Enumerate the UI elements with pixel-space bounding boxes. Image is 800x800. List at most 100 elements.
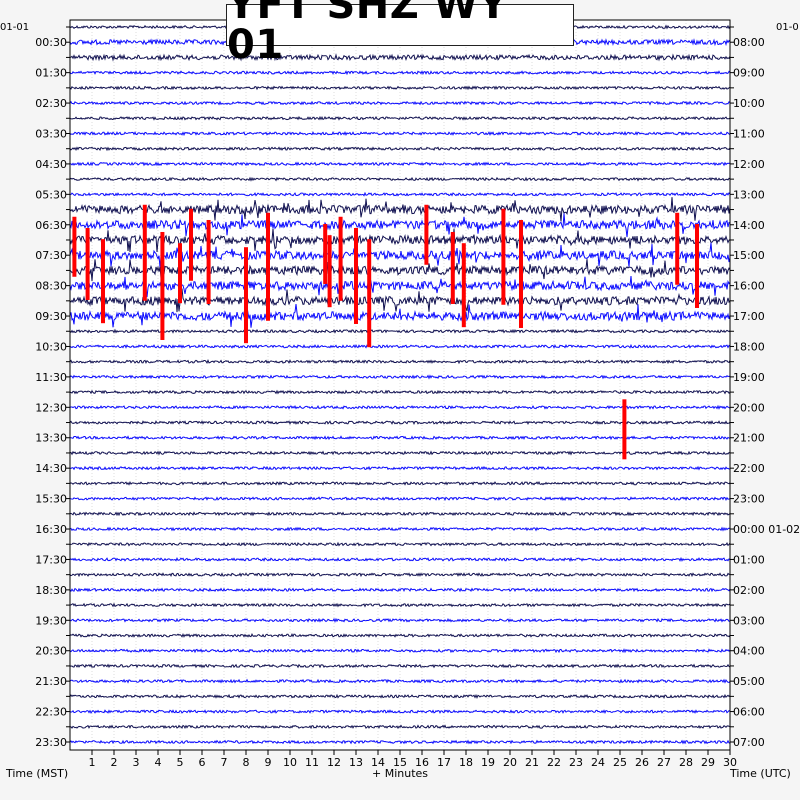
- chart-title: YFT SHZ WY 01: [227, 0, 508, 68]
- x-tick-label: 7: [221, 756, 228, 769]
- right-time-label: 03:00: [733, 614, 765, 627]
- trace-line: [69, 693, 731, 700]
- trace-line: [69, 191, 731, 197]
- trace-line: [69, 480, 731, 486]
- x-tick-label: 14: [371, 756, 385, 769]
- x-tick-label: 3: [133, 756, 140, 769]
- x-tick-label: 25: [613, 756, 627, 769]
- x-tick-label: 22: [547, 756, 561, 769]
- left-time-label: 23:30: [35, 736, 67, 749]
- left-time-label: 02:30: [35, 97, 67, 110]
- clipped-event-bar: [461, 243, 466, 328]
- trace-line: [69, 663, 731, 669]
- clipped-event-bar: [101, 239, 105, 324]
- left-time-label: 10:30: [35, 340, 67, 353]
- left-time-label: 08:30: [35, 280, 67, 293]
- left-time-label: 05:30: [35, 188, 67, 201]
- trace-line: [69, 587, 731, 593]
- left-time-label: 15:30: [35, 493, 67, 506]
- x-tick-label: 9: [265, 756, 272, 769]
- trace-line: [69, 404, 731, 410]
- right-time-label: 09:00: [733, 67, 765, 80]
- x-tick-label: 29: [701, 756, 715, 769]
- right-time-label: 13:00: [733, 188, 765, 201]
- clipped-event-bar: [675, 212, 680, 285]
- right-time-label: 14:00: [733, 219, 765, 232]
- axis-tick-labels: 1 2 3 4 5 6 7 8 9 10 11 12 13 14 15 16 17 18 19 20 21 22 23 24 2…: [35, 36, 800, 769]
- trace-line: [69, 465, 731, 471]
- left-time-label: 07:30: [35, 249, 67, 262]
- left-time-label: 21:30: [35, 675, 67, 688]
- trace-line: [69, 130, 731, 137]
- x-tick-label: 10: [283, 756, 297, 769]
- trace-line: [69, 450, 731, 456]
- left-time-label: 09:30: [35, 310, 67, 323]
- left-time-label: 20:30: [35, 645, 67, 658]
- clipped-event-bar: [424, 204, 429, 265]
- left-time-label: 17:30: [35, 553, 67, 566]
- trace-line: [69, 176, 731, 182]
- trace-line: [69, 328, 731, 334]
- trace-line: [69, 709, 731, 715]
- clipped-event-bar: [85, 227, 90, 300]
- right-time-label: 11:00: [733, 127, 765, 140]
- x-tick-label: 26: [635, 756, 649, 769]
- trace-line: [69, 526, 731, 532]
- left-time-label: 01:30: [35, 67, 67, 80]
- left-time-label: 03:30: [35, 127, 67, 140]
- trace-line: [69, 343, 731, 349]
- left-time-label: 19:30: [35, 614, 67, 627]
- title-box: YFT SHZ WY 01: [226, 0, 574, 65]
- clipped-event-bar: [501, 208, 506, 305]
- trace-line: [69, 739, 731, 745]
- trace-line: [69, 146, 731, 152]
- left-time-label: 12:30: [35, 401, 67, 414]
- trace-line: [69, 85, 731, 91]
- right-axis-title: Time (UTC): [730, 767, 791, 780]
- trace-line: [69, 197, 731, 222]
- left-axis-title: Time (MST): [6, 767, 69, 780]
- clipped-event-bar: [206, 219, 211, 304]
- right-time-label: 04:00: [733, 645, 765, 658]
- trace-line: [69, 374, 731, 380]
- trace-line: [70, 161, 731, 167]
- left-corner-date: 01-01: [0, 22, 30, 33]
- left-time-label: 00:30: [35, 36, 67, 49]
- clipped-event-bar: [72, 216, 77, 277]
- clipped-event-bar: [338, 216, 343, 301]
- trace-line: [69, 303, 731, 328]
- trace-line: [69, 213, 731, 238]
- right-time-label: 02:00: [733, 584, 765, 597]
- right-time-label: 17:00: [733, 310, 765, 323]
- x-tick-label: 20: [503, 756, 517, 769]
- clipped-event-bar: [323, 223, 328, 284]
- right-time-label: 23:00: [733, 493, 765, 506]
- trace-line: [69, 602, 731, 608]
- x-tick-label: 2: [111, 756, 118, 769]
- right-time-label: 05:00: [733, 675, 765, 688]
- x-tick-label: 16: [415, 756, 429, 769]
- clipped-event-bar: [266, 212, 270, 321]
- trace-line: [69, 115, 731, 121]
- right-time-label: 21:00: [733, 432, 765, 445]
- right-time-label: 22:00: [733, 462, 765, 475]
- x-tick-label: 1: [89, 756, 96, 769]
- x-tick-label: 8: [243, 756, 250, 769]
- trace-line: [69, 724, 730, 730]
- x-tick-label: 5: [177, 756, 184, 769]
- trace-line: [69, 420, 731, 426]
- right-time-label: 20:00: [733, 401, 765, 414]
- x-tick-label: 23: [569, 756, 583, 769]
- right-time-label: 07:00: [733, 736, 765, 749]
- right-corner-date: 01-0: [776, 22, 799, 33]
- clipped-event-bar: [327, 235, 332, 308]
- right-time-label: 18:00: [733, 340, 765, 353]
- trace-line: [70, 435, 731, 441]
- trace-line: [69, 496, 731, 501]
- x-tick-label: 21: [525, 756, 539, 769]
- x-tick-label: 15: [393, 756, 407, 769]
- trace-line: [69, 648, 731, 654]
- left-time-label: 13:30: [35, 432, 67, 445]
- trace-line: [69, 632, 731, 638]
- right-time-label: 16:00: [733, 280, 765, 293]
